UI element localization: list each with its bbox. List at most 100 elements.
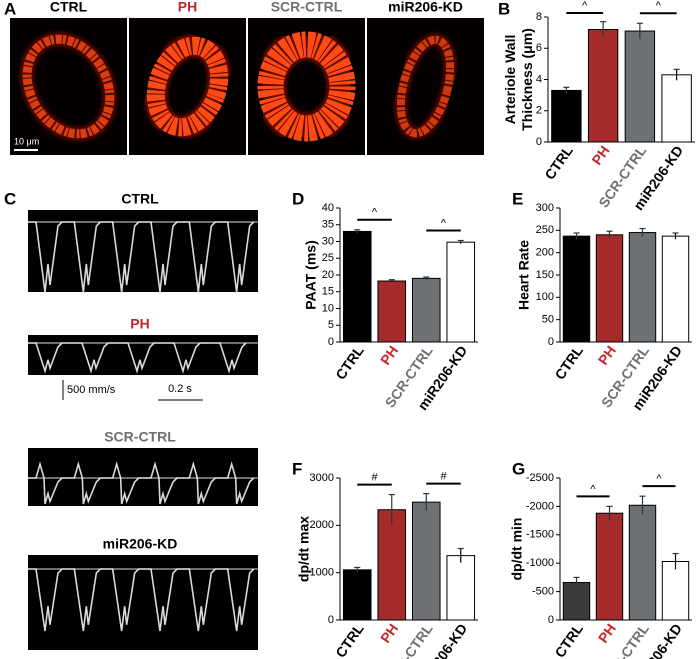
panel-letter: G xyxy=(512,459,525,478)
y-tick-label: -1000 xyxy=(526,557,554,569)
image-label: CTRL xyxy=(50,0,88,15)
bar xyxy=(562,235,591,343)
error-bar xyxy=(639,495,646,515)
y-tick-label: 150 xyxy=(536,269,554,281)
category-label: CTRL xyxy=(541,142,576,182)
vessel-ring xyxy=(254,28,359,145)
error-bar xyxy=(354,229,361,234)
y-tick-label: 20 xyxy=(322,269,334,281)
trace-label: CTRL xyxy=(121,191,159,207)
y-tick-label: -500 xyxy=(532,586,554,598)
trace-panel xyxy=(28,210,258,292)
image-label: SCR-CTRL xyxy=(271,0,343,15)
bar xyxy=(628,504,657,621)
image-label: PH xyxy=(178,0,197,15)
error-bar xyxy=(673,68,680,81)
category-label: PH xyxy=(595,621,619,646)
error-bar xyxy=(636,22,643,39)
panel-letter: B xyxy=(498,0,510,18)
error-bar xyxy=(423,276,430,280)
y-tick-label: 0 xyxy=(328,614,334,626)
category-label: CTRL xyxy=(332,342,367,382)
bar xyxy=(411,501,441,621)
y-tick-label: -2000 xyxy=(526,500,554,512)
y-tick-label: 100 xyxy=(536,291,554,303)
significance-label: ^ xyxy=(656,473,662,485)
ring-core xyxy=(396,35,455,138)
trace-panel xyxy=(28,335,258,375)
scale-bar-label: 10 μm xyxy=(14,136,39,146)
y-tick-label: 300 xyxy=(536,202,554,214)
vessel-ring xyxy=(19,31,118,142)
significance-label: ^ xyxy=(372,207,378,219)
bar xyxy=(661,235,690,343)
y-tick-label: 0 xyxy=(536,136,542,148)
category-label: PH xyxy=(377,343,401,368)
y-tick-label: 40 xyxy=(322,202,334,214)
vessel-ring xyxy=(143,33,232,140)
y-axis-label: Arteriole Wall xyxy=(502,35,518,125)
error-bar xyxy=(672,552,679,570)
y-axis-label: dp/dt min xyxy=(509,518,525,581)
error-bar xyxy=(457,547,464,563)
y-tick-label: -2500 xyxy=(526,472,554,484)
bar xyxy=(342,569,372,621)
y-tick-label: 25 xyxy=(322,252,334,264)
trace-label: PH xyxy=(130,316,149,332)
doppler-trace xyxy=(28,461,255,505)
bar xyxy=(377,509,407,621)
trace-panel xyxy=(28,448,258,506)
ring-core xyxy=(146,36,229,137)
error-bar xyxy=(606,230,613,239)
significance-label: ^ xyxy=(656,0,662,12)
bar xyxy=(624,30,656,143)
bar xyxy=(377,280,407,343)
trace-panel xyxy=(28,555,258,650)
trace-label: SCR-CTRL xyxy=(104,429,176,445)
error-bar xyxy=(354,566,361,573)
velocity-scale-label: 500 mm/s xyxy=(67,384,116,396)
bar xyxy=(587,29,619,143)
y-tick-label: 4 xyxy=(536,73,542,85)
category-label: CTRL xyxy=(551,620,586,659)
bar xyxy=(551,89,582,143)
y-tick-label: 1000 xyxy=(310,567,334,579)
category-label: CTRL xyxy=(551,342,586,382)
y-tick-label: 200 xyxy=(536,247,554,259)
bar xyxy=(595,234,624,343)
panel-letter: F xyxy=(292,459,302,478)
bar xyxy=(661,74,692,143)
image-label: miR206-KD xyxy=(388,0,463,15)
panel-letter: E xyxy=(512,189,523,208)
error-bar xyxy=(606,505,613,521)
panel-letter: D xyxy=(292,189,304,208)
y-axis-label: Thickness (μm) xyxy=(519,28,535,131)
ring-core xyxy=(22,34,115,139)
y-tick-label: 3000 xyxy=(310,472,334,484)
category-label: CTRL xyxy=(332,620,367,659)
bar xyxy=(562,582,591,621)
error-bar xyxy=(672,232,679,240)
bar xyxy=(446,241,476,343)
y-tick-label: 0 xyxy=(548,336,554,348)
y-tick-label: 0 xyxy=(328,336,334,348)
y-tick-label: 50 xyxy=(542,314,554,326)
category-label: PH xyxy=(595,343,619,368)
error-bar xyxy=(388,279,395,283)
y-tick-label: 2 xyxy=(536,105,542,117)
y-tick-label: -1500 xyxy=(526,529,554,541)
significance-label: # xyxy=(371,471,378,483)
y-tick-label: 35 xyxy=(322,219,334,231)
category-label: PH xyxy=(377,621,401,646)
significance-label: ^ xyxy=(441,217,447,229)
y-tick-label: 6 xyxy=(536,42,542,54)
y-tick-label: 2000 xyxy=(310,519,334,531)
bar xyxy=(446,555,476,621)
significance-label: ^ xyxy=(582,0,588,12)
y-tick-label: 5 xyxy=(328,319,334,331)
error-bar xyxy=(573,576,580,588)
y-tick-label: 8 xyxy=(536,11,542,23)
bar xyxy=(595,512,624,621)
error-bar xyxy=(457,239,464,244)
